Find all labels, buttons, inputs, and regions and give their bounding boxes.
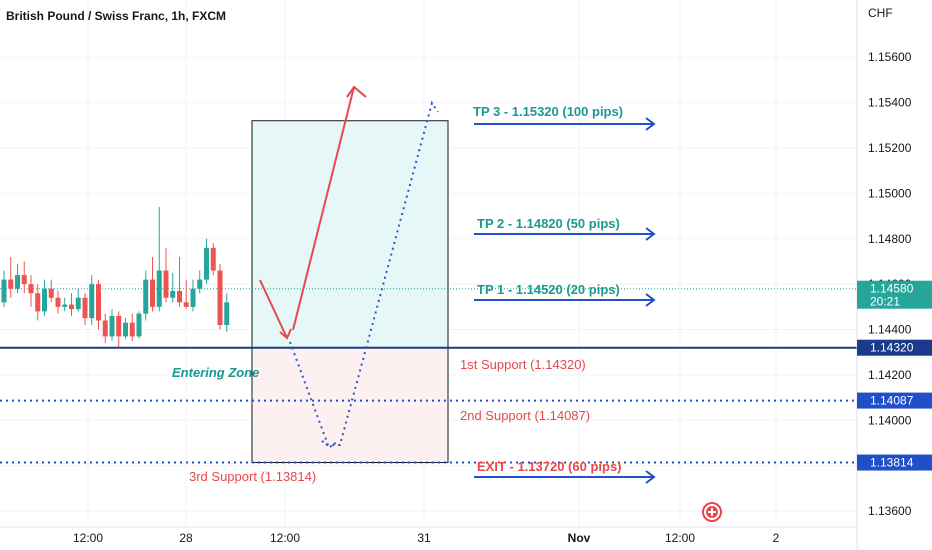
- candle-body: [163, 270, 169, 298]
- candle-body: [123, 322, 128, 337]
- candle-body: [69, 304, 74, 310]
- candle-body: [42, 288, 47, 312]
- tp2-arrow-head: [645, 227, 656, 241]
- candle-body: [190, 288, 196, 307]
- candle-body: [183, 302, 189, 307]
- candle-body: [89, 284, 95, 319]
- candle-body: [204, 247, 209, 280]
- candle-body: [28, 284, 34, 294]
- level-price-label: 1.14320: [870, 341, 914, 355]
- up-arrow-line: [292, 86, 355, 331]
- y-tick-label: 1.15600: [868, 50, 912, 64]
- tp1-arrow-head: [645, 293, 656, 307]
- candle-body: [62, 304, 68, 307]
- y-tick-label: 1.15200: [868, 141, 912, 155]
- y-tick-label: 1.14200: [868, 368, 912, 382]
- candle-body: [170, 290, 176, 298]
- candle-body: [35, 293, 41, 312]
- projected-path: [289, 100, 439, 446]
- trade-zones: [251, 120, 449, 464]
- candle-body: [82, 297, 88, 319]
- candle-body: [210, 247, 216, 271]
- candle-body: [136, 313, 142, 337]
- x-tick-label: 12:00: [665, 531, 695, 545]
- y-tick-label: 1.14800: [868, 232, 912, 246]
- candle-body: [48, 288, 54, 298]
- candle-body: [96, 284, 101, 321]
- tp3-arrow-head: [645, 117, 656, 131]
- x-tick-label: 12:00: [270, 531, 300, 545]
- exit-label: EXIT - 1.13720 (60 pips): [477, 459, 622, 474]
- x-tick-label: Nov: [568, 531, 591, 545]
- candle-body: [55, 297, 61, 307]
- candle-body: [102, 320, 108, 337]
- candle-body: [156, 270, 162, 307]
- candle-body: [197, 279, 203, 289]
- tp2-label: TP 2 - 1.14820 (50 pips): [477, 216, 620, 231]
- candle-body: [224, 302, 230, 326]
- current-price-badge[interactable]: [857, 280, 932, 309]
- candle-body: [116, 315, 122, 337]
- candle-body: [109, 315, 115, 337]
- candle-body: [21, 275, 27, 285]
- candle-body: [1, 279, 7, 303]
- x-tick-label: 2: [773, 531, 780, 545]
- candlesticks: [1, 206, 230, 348]
- chart-title: British Pound / Swiss Franc, 1h, FXCM: [6, 9, 226, 23]
- y-tick-label: 1.15400: [868, 96, 912, 110]
- entering-zone-label: Entering Zone: [172, 365, 259, 380]
- horizontal-levels: [0, 288, 857, 464]
- candle-body: [75, 297, 81, 310]
- candle-body: [217, 270, 223, 326]
- annotations: TP 3 - 1.15320 (100 pips) TP 2 - 1.14820 …: [172, 104, 656, 484]
- level-price-badge[interactable]: [857, 339, 932, 356]
- zone-profit: [251, 120, 449, 349]
- support2-label: 2nd Support (1.14087): [460, 408, 590, 423]
- down-arrow-head: [279, 328, 292, 340]
- exit-arrow-head: [645, 470, 656, 484]
- candle-body: [177, 290, 182, 303]
- up-arrow-head: [346, 85, 367, 98]
- level-price-label: 1.13814: [870, 456, 914, 470]
- x-tick-label: 12:00: [73, 531, 103, 545]
- tp3-label: TP 3 - 1.15320 (100 pips): [473, 104, 623, 119]
- down-arrow-line: [259, 279, 288, 339]
- candle-body: [143, 279, 149, 314]
- projected-path-dip: [321, 440, 339, 449]
- countdown-label: 20:21: [870, 295, 900, 309]
- level-price-badge[interactable]: [857, 454, 932, 471]
- level-price-badge[interactable]: [857, 392, 932, 409]
- tp1-label: TP 1 - 1.14520 (20 pips): [477, 282, 620, 297]
- candle-body: [15, 275, 20, 289]
- x-tick-label: 28: [179, 531, 193, 545]
- candle-body: [8, 279, 14, 289]
- x-tick-label: 31: [417, 531, 431, 545]
- currency-label: CHF: [868, 6, 893, 20]
- projection-paths: [259, 85, 439, 449]
- y-tick-label: 1.14400: [868, 323, 912, 337]
- alert-plus-icon[interactable]: [702, 502, 722, 522]
- candle-body: [150, 279, 155, 307]
- y-tick-label: 1.14000: [868, 413, 912, 427]
- level-price-label: 1.14087: [870, 394, 914, 408]
- y-tick-label: 1.13600: [868, 504, 912, 518]
- support1-label: 1st Support (1.14320): [460, 357, 586, 372]
- y-tick-label: 1.15000: [868, 186, 912, 200]
- current-price-label: 1.14580: [870, 282, 914, 296]
- candle-body: [129, 322, 135, 337]
- support3-label: 3rd Support (1.13814): [189, 469, 316, 484]
